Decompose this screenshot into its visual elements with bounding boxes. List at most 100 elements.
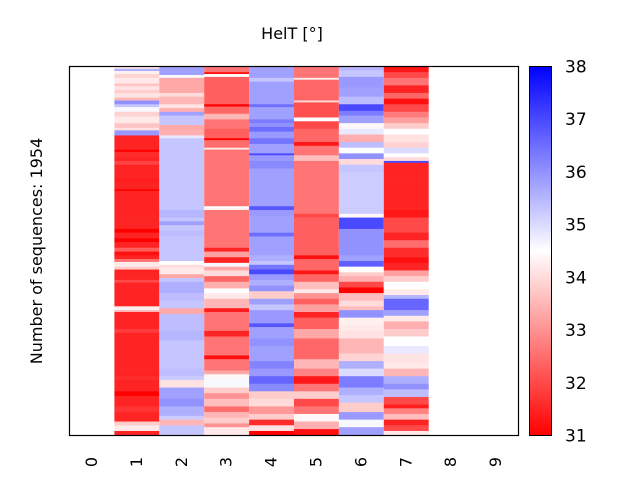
heatmap-cell [159, 125, 205, 131]
heatmap-cell [204, 210, 250, 249]
heatmap-cell [383, 413, 429, 420]
heatmap-cell [204, 298, 250, 309]
heatmap-cell [338, 261, 384, 267]
heatmap-cell [338, 338, 384, 354]
heatmap-cell [338, 70, 384, 78]
heatmap-cell [249, 131, 294, 139]
heatmap-cell [159, 264, 205, 268]
heatmap-cell [159, 313, 205, 332]
heatmap-cell [338, 228, 384, 237]
heatmap-cell [249, 261, 294, 266]
heatmap-cell [114, 425, 160, 432]
heatmap-cell [114, 97, 160, 101]
heatmap-cell [338, 115, 384, 124]
heatmap-cell [338, 76, 384, 88]
heatmap-cell [249, 210, 294, 216]
heatmap-cell [204, 288, 250, 294]
heatmap-cell [114, 312, 160, 330]
heatmap-cell [249, 160, 294, 169]
heatmap-cell [204, 128, 250, 139]
heatmap-cell [159, 221, 205, 226]
heatmap-cell [159, 225, 205, 232]
heatmap-cell [383, 247, 429, 258]
heatmap-cell [383, 104, 429, 113]
heatmap-cell [294, 160, 339, 215]
colorbar-tick-label: 34 [565, 268, 587, 288]
heatmap-cell [159, 104, 205, 109]
heatmap-cell [383, 276, 429, 283]
heatmap-cell [159, 425, 205, 436]
heatmap-cell [249, 327, 294, 339]
heatmap-cell [249, 274, 294, 281]
heatmap-cell [383, 328, 429, 337]
heatmap-cell [159, 92, 205, 98]
heatmap-cell [383, 396, 429, 405]
heatmap-cell [338, 66, 384, 71]
heatmap-cell [383, 368, 429, 377]
heatmap-cell [338, 293, 384, 301]
heatmap-cell [159, 267, 205, 275]
heatmap-cell [159, 77, 205, 94]
x-tick-label: 2 [172, 457, 191, 467]
heatmap-cell [249, 232, 294, 237]
x-tick-label: 7 [396, 457, 415, 467]
heatmap-cell [294, 398, 339, 407]
heatmap-cell [338, 104, 384, 112]
heatmap-cell [249, 298, 294, 305]
heatmap-cell [294, 217, 339, 256]
heatmap-cell [159, 75, 205, 79]
heatmap-cell [383, 202, 429, 211]
heatmap-cell [114, 149, 160, 153]
heatmap-cell [338, 159, 384, 165]
heatmap-cell [249, 107, 294, 120]
heatmap-cell [249, 119, 294, 124]
heatmap-cell [249, 264, 294, 270]
colorbar-tick-labels: 31 32 33 34 35 36 37 38 [565, 58, 587, 447]
heatmap-cell [338, 376, 384, 388]
heatmap-cell [204, 370, 250, 375]
heatmap-cell [249, 255, 294, 262]
heatmap-cell [249, 269, 294, 275]
heatmap-cell [249, 368, 294, 377]
heatmap-cell [114, 421, 160, 426]
heatmap-cell [383, 298, 429, 311]
heatmap-cell [338, 387, 384, 396]
heatmap-cell [204, 104, 250, 107]
heatmap-cell [159, 96, 205, 105]
heatmap-cell [249, 391, 294, 400]
heatmap-cell [383, 419, 429, 426]
heatmap-cell [204, 387, 250, 394]
colorbar-tick-label: 33 [565, 321, 587, 341]
plot-frame [68, 65, 520, 437]
heatmap-cell [114, 83, 160, 87]
heatmap-cell [294, 429, 339, 436]
heatmap-cell [159, 108, 205, 113]
heatmap-cell [249, 345, 294, 362]
heatmap-cell [383, 77, 429, 86]
heatmap-cell [383, 289, 429, 296]
heatmap-cell [159, 281, 205, 294]
heatmap-cell [383, 408, 429, 415]
heatmap-cell [249, 143, 294, 154]
heatmap-cell [338, 310, 384, 318]
heatmap-cell [383, 240, 429, 249]
heatmap-cell [204, 427, 250, 436]
heatmap-cell [338, 255, 384, 262]
heatmap-cell [249, 126, 294, 132]
heatmap-cell [204, 72, 250, 75]
heatmap-cell [383, 98, 429, 105]
heatmap-cell [249, 430, 294, 436]
heatmap-cell [114, 123, 160, 129]
heatmap-cell [383, 92, 429, 99]
heatmap-cell [114, 74, 160, 79]
heatmap-cell [204, 330, 250, 337]
heatmap-cell [204, 378, 250, 388]
heatmap-cell [383, 160, 429, 164]
heatmap-cell [338, 325, 384, 332]
heatmap-cell [114, 100, 160, 105]
heatmap-cell [338, 164, 384, 173]
heatmap-cell [249, 383, 294, 392]
x-tick-label: 4 [262, 457, 281, 467]
heatmap-cell [114, 68, 160, 72]
heatmap-cell [338, 87, 384, 98]
